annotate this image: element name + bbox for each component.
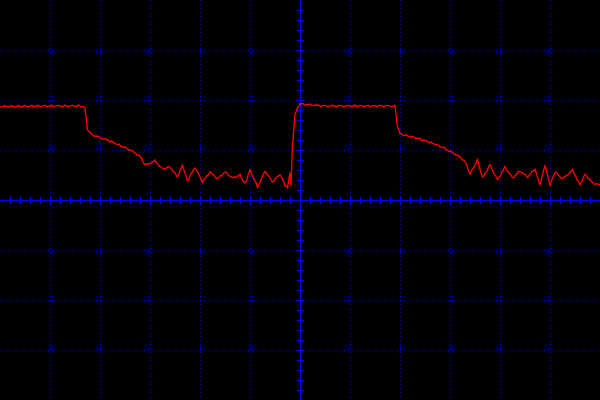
series-line-0 xyxy=(0,102,600,189)
trace-layer xyxy=(0,102,600,189)
